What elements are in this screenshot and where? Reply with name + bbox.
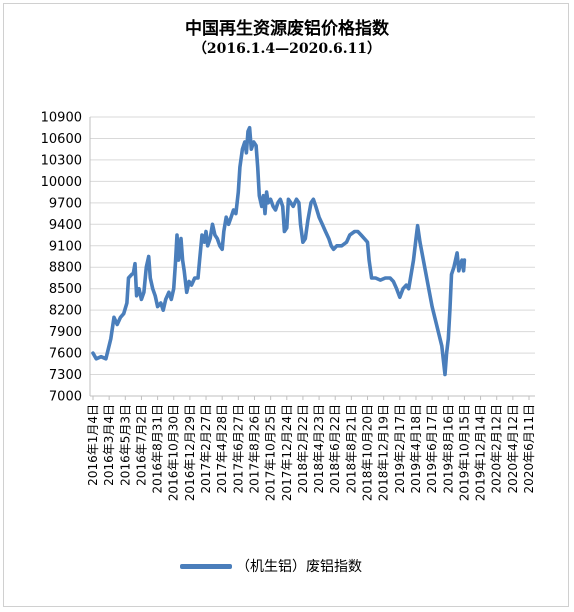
x-tick-label: 2017年2月27日 [199, 404, 213, 493]
y-tick-label: 10300 [41, 153, 82, 168]
x-tick-label: 2016年1月4日 [86, 404, 100, 486]
x-tick-label: 2019年4月18日 [409, 404, 423, 493]
x-tick-label: 2017年4月28日 [215, 404, 229, 493]
legend: （机生铝）废铝指数 [180, 556, 362, 576]
series-line [91, 125, 467, 377]
chart-title: 中国再生资源废铝价格指数 [185, 19, 389, 39]
y-tick-label: 9700 [49, 196, 82, 211]
x-tick-label: 2019年6月17日 [425, 404, 439, 493]
x-tick-label: 2017年12月24日 [280, 404, 294, 501]
y-tick-label: 10000 [41, 175, 82, 190]
y-tick-label: 7900 [49, 325, 82, 340]
y-tick-label: 7600 [49, 347, 82, 362]
x-tick-label: 2017年10月25日 [264, 404, 278, 501]
y-tick-label: 7000 [49, 390, 82, 405]
x-tick-label: 2020年6月11日 [522, 404, 536, 493]
y-axis: 7000 7300 7600 7900 8200 8500 8800 9100 9400 9700… [41, 111, 91, 405]
x-tick-label: 2016年3月4日 [102, 404, 116, 486]
gridlines [90, 116, 535, 397]
x-tick-label: 2019年8月16日 [441, 404, 455, 493]
x-tick-label: 2017年8月26日 [247, 404, 261, 493]
y-tick-label: 7300 [49, 368, 82, 383]
x-tick-label: 2018年12月19日 [377, 404, 391, 501]
x-tick-label: 2018年6月22日 [328, 404, 342, 493]
x-tick-label: 2018年4月23日 [312, 404, 326, 493]
y-tick-label: 10600 [41, 132, 82, 147]
x-tick-label: 2019年2月17日 [393, 404, 407, 493]
y-tick-label: 8500 [49, 282, 82, 297]
x-tick-label: 2017年6月27日 [231, 404, 245, 493]
chart-frame [3, 3, 569, 607]
x-tick-label: 2019年12月14日 [474, 404, 488, 501]
x-tick-label: 2016年10月30日 [167, 404, 181, 501]
x-tick-label: 2019年10月15日 [457, 404, 471, 501]
x-tick-label: 2018年2月22日 [296, 404, 310, 493]
y-tick-label: 9400 [49, 218, 82, 233]
x-axis: 2016年1月4日 2016年3月4日 2016年5月3日 2016年7月2日 2016… [86, 395, 536, 501]
legend-swatch [180, 563, 232, 569]
x-tick-label: 2016年5月3日 [118, 404, 132, 486]
x-tick-label: 2018年10月20日 [361, 404, 375, 501]
y-tick-label: 10900 [41, 111, 82, 126]
x-tick-label: 2016年8月31日 [151, 404, 165, 493]
x-tick-label: 2016年12月29日 [183, 404, 197, 501]
series-lines [91, 125, 467, 377]
x-tick-label: 2018年8月21日 [344, 404, 358, 493]
y-tick-label: 8200 [49, 304, 82, 319]
x-tick-label: 2020年4月12日 [506, 404, 520, 493]
chart-subtitle: （2016.1.4—2020.6.11） [192, 41, 382, 57]
y-tick-label: 9100 [49, 239, 82, 254]
x-tick-label: 2020年2月12日 [490, 404, 504, 493]
legend-label: （机生铝）废铝指数 [236, 559, 362, 575]
x-tick-label: 2016年7月2日 [134, 404, 148, 486]
y-tick-label: 8800 [49, 261, 82, 276]
